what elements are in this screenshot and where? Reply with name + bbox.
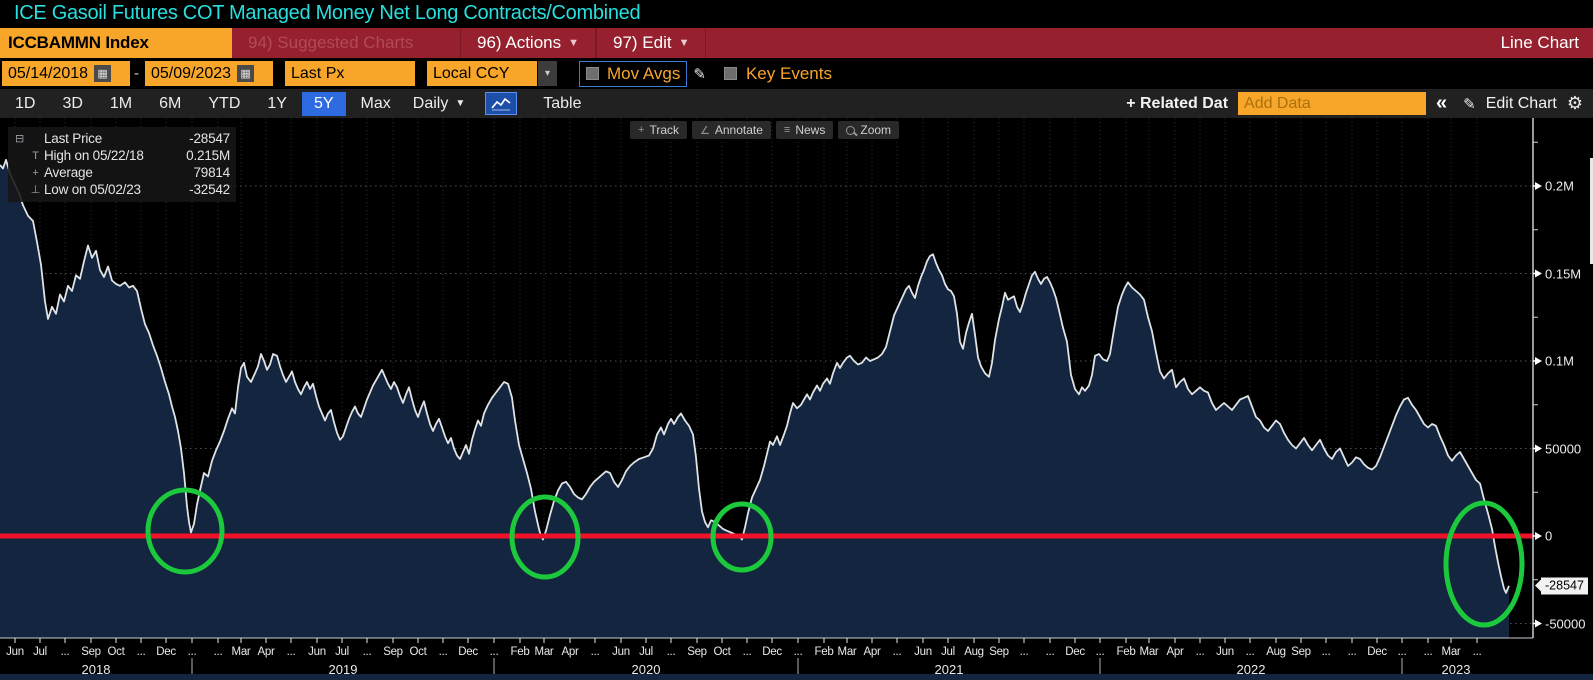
series-line <box>0 158 1510 594</box>
average-marker-icon: + <box>32 166 39 179</box>
tab-ytd[interactable]: YTD <box>208 94 241 112</box>
key-events-toggle[interactable]: Key Events <box>723 64 832 84</box>
mov-avgs-toggle[interactable]: Mov Avgs <box>579 60 688 87</box>
chevron-down-icon: ▼ <box>568 37 579 49</box>
highlight-circle-annotation <box>509 494 581 580</box>
chevron-down-icon: ▼ <box>455 98 466 109</box>
edit-chart-button[interactable]: Edit Chart <box>1485 94 1557 112</box>
table-button[interactable]: Table <box>543 94 582 112</box>
calendar-icon[interactable]: ▦ <box>237 65 255 82</box>
security-field[interactable]: ICCBAMMN Index <box>0 28 232 58</box>
chevron-down-icon: ▼ <box>678 37 690 49</box>
date-from-field[interactable]: 05/14/2018 ▦ <box>2 61 130 86</box>
legend-low-row: ⊥ Low on 05/02/23 -32542 <box>12 181 230 198</box>
highlight-circle-annotation <box>1443 500 1525 628</box>
collapse-icon[interactable]: « <box>1436 92 1448 114</box>
price-field-selector[interactable]: Last Px <box>285 61 415 86</box>
page-title: ICE Gasoil Futures COT Managed Money Net… <box>14 2 641 24</box>
menu-bar: ICCBAMMN Index 94) Suggested Charts 96) … <box>0 28 1593 58</box>
date-range-dash: - <box>134 65 139 82</box>
add-data-input[interactable] <box>1238 92 1427 115</box>
track-icon: + <box>638 124 645 136</box>
chart-tools: + Track ∠ Annotate ≡ News Zoom <box>630 121 900 139</box>
title-bar: ICE Gasoil Futures COT Managed Money Net… <box>0 0 1593 28</box>
series-area-fill <box>0 159 1509 639</box>
highlight-circle-annotation <box>710 501 774 573</box>
annotate-button[interactable]: ∠ Annotate <box>692 121 771 139</box>
line-chart-type-button[interactable] <box>485 92 518 115</box>
chart-type-label: Line Chart <box>1500 33 1579 52</box>
y-tick-arrow <box>1535 532 1542 540</box>
annotate-icon: ∠ <box>700 124 710 137</box>
news-icon: ≡ <box>783 124 791 136</box>
y-tick-arrow <box>1535 182 1542 190</box>
low-marker-icon: ⊥ <box>30 184 41 196</box>
y-tick-arrow <box>1535 444 1542 453</box>
highlight-circle-annotation <box>145 487 225 575</box>
tab-max[interactable]: Max <box>360 94 391 112</box>
tab-1d[interactable]: 1D <box>15 94 36 112</box>
high-marker-icon: T <box>32 149 39 162</box>
y-tick-arrow <box>1535 357 1542 365</box>
zoom-button[interactable]: Zoom <box>838 121 900 139</box>
bottom-strip <box>0 674 1593 680</box>
date-to-field[interactable]: 05/09/2023 ▦ <box>145 61 273 86</box>
settings-bar: 05/14/2018 ▦ - 05/09/2023 ▦ Last Px Loca… <box>0 58 1593 89</box>
tab-5y-selected[interactable]: 5Y <box>301 91 346 116</box>
range-bar: 1D 3D 1M 6M YTD 1Y 5Y Max Daily ▼ Table … <box>0 89 1593 118</box>
actions-menu-button[interactable]: 96) Actions ▼ <box>460 28 596 58</box>
chart-legend: ⊟ Last Price -28547 T High on 05/22/18 0… <box>8 127 236 202</box>
calendar-icon[interactable]: ▦ <box>94 65 112 82</box>
legend-average-row: + Average 79814 <box>12 164 230 181</box>
range-bar-right: + Related Dat « ✎ Edit Chart ⚙ <box>1126 92 1593 115</box>
legend-last-price-row: ⊟ Last Price -28547 <box>12 130 230 147</box>
edit-menu-button[interactable]: 97) Edit ▼ <box>596 28 707 58</box>
collapse-box-icon[interactable]: ⊟ <box>14 133 25 145</box>
zero-red-line <box>0 533 1533 539</box>
key-events-checkbox[interactable] <box>723 67 737 80</box>
zoom-icon <box>846 125 856 135</box>
tab-1m[interactable]: 1M <box>109 94 133 112</box>
tab-1y[interactable]: 1Y <box>267 94 287 112</box>
scrollbar-indicator[interactable] <box>1590 158 1593 264</box>
mov-avgs-checkbox[interactable] <box>586 67 599 80</box>
gear-icon[interactable]: ⚙ <box>1566 93 1583 113</box>
currency-dropdown-arrow[interactable]: ▾ <box>538 61 557 86</box>
pencil-icon[interactable]: ✎ <box>1463 95 1476 113</box>
tab-3d[interactable]: 3D <box>62 94 83 112</box>
y-tick-arrow <box>1535 619 1542 628</box>
tab-6m[interactable]: 6M <box>159 94 182 112</box>
pencil-icon[interactable]: ✎ <box>693 65 706 83</box>
period-selector[interactable]: Daily ▼ <box>412 94 466 112</box>
related-data-button[interactable]: + Related Dat <box>1126 94 1229 112</box>
legend-high-row: T High on 05/22/18 0.215M <box>12 147 230 164</box>
news-button[interactable]: ≡ News <box>775 121 834 139</box>
price-chart[interactable]: 0.2M 0.15M 0.1M 50000 0 -50000 Jun Jul... Sep Oct… <box>0 118 1593 680</box>
suggested-charts-button[interactable]: 94) Suggested Charts <box>248 33 414 52</box>
track-button[interactable]: + Track <box>630 121 687 139</box>
y-tick-arrow <box>1535 269 1542 278</box>
line-chart-icon <box>491 97 511 110</box>
currency-selector[interactable]: Local CCY <box>427 61 537 86</box>
chart-canvas[interactable] <box>0 118 1593 680</box>
